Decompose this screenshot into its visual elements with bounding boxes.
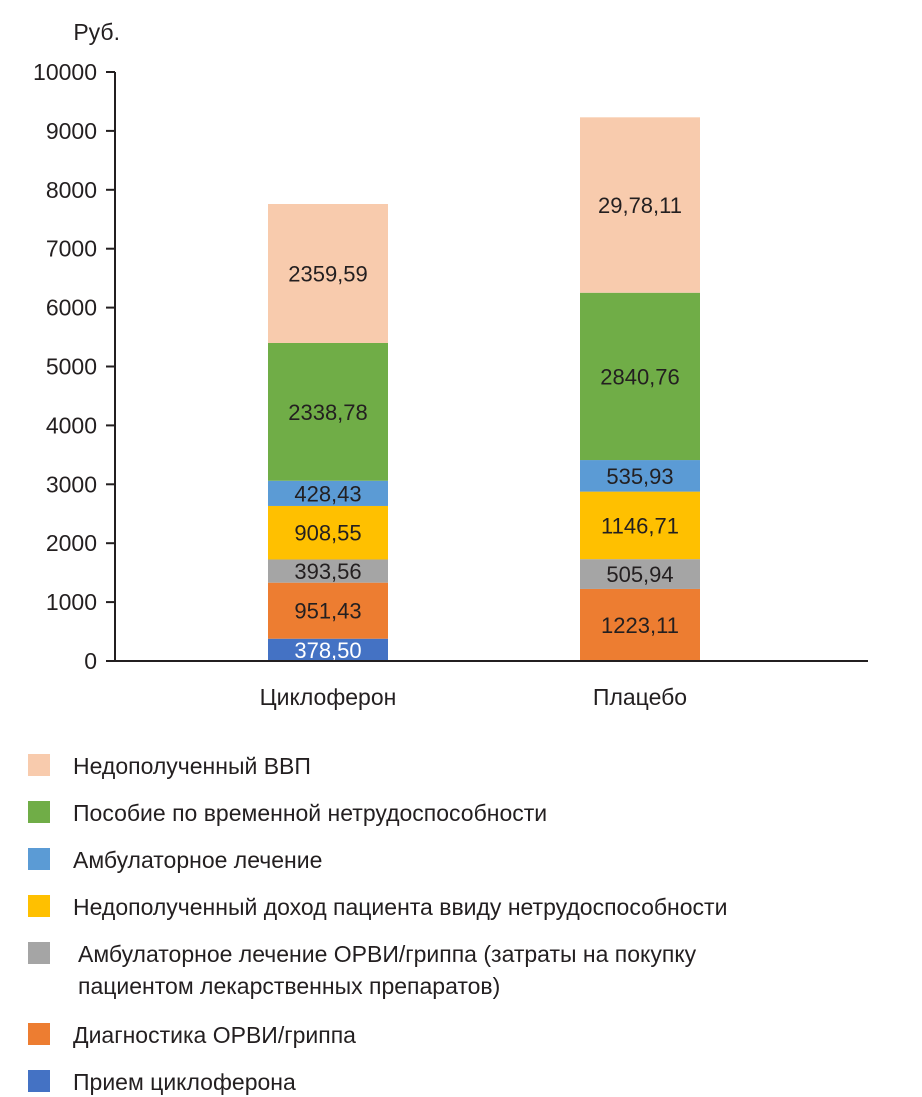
legend-label: пациентом лекарственных препаратов) <box>78 973 500 999</box>
data-label: 505,94 <box>606 562 673 587</box>
y-tick-label: 4000 <box>46 412 97 438</box>
bar-segment <box>268 505 388 560</box>
legend-swatch <box>28 754 50 776</box>
data-label: 2359,59 <box>288 261 368 286</box>
y-tick-label: 9000 <box>46 118 97 144</box>
data-label: 393,56 <box>294 559 361 584</box>
data-label: 29,78,11 <box>598 193 682 218</box>
y-tick-label: 2000 <box>46 530 97 556</box>
legend-swatch <box>28 1070 50 1092</box>
legend-label: Пособие по временной нетрудоспособности <box>73 800 547 826</box>
bar-segment <box>580 460 700 492</box>
legend-label: Амбулаторное лечение ОРВИ/гриппа (затрат… <box>78 941 697 967</box>
x-tick-label: Циклоферон <box>260 684 397 710</box>
bar-segment <box>268 480 388 506</box>
x-tick-label: Плацебо <box>593 684 687 710</box>
data-label: 2338,78 <box>288 400 368 425</box>
data-label: 951,43 <box>294 599 361 624</box>
legend-label: Прием циклоферона <box>73 1069 296 1095</box>
y-tick-label: 8000 <box>46 177 97 203</box>
legend-swatch <box>28 942 50 964</box>
legend-label: Амбулаторное лечение <box>73 847 322 873</box>
data-label: 908,55 <box>294 521 361 546</box>
bar-segment <box>580 559 700 589</box>
legend-swatch <box>28 895 50 917</box>
data-label: 1223,11 <box>601 613 679 638</box>
bar-segment <box>268 204 388 343</box>
legend-label: Недополученный доход пациента ввиду нетр… <box>73 894 727 920</box>
y-tick-label: 0 <box>84 648 97 674</box>
bar-segment <box>580 588 700 661</box>
legend-swatch <box>28 801 50 823</box>
bar-segment <box>268 638 388 661</box>
bar-segment <box>268 582 388 639</box>
data-label: 2840,76 <box>600 364 680 389</box>
bar-segment <box>268 559 388 583</box>
data-label: 428,43 <box>294 481 361 506</box>
bar-segment <box>268 342 388 481</box>
legend-label: Недополученный ВВП <box>73 753 311 779</box>
y-tick-label: 1000 <box>46 589 97 615</box>
y-axis-label: Руб. <box>73 19 120 45</box>
data-label: 378,50 <box>294 638 361 663</box>
legend-swatch <box>28 848 50 870</box>
y-tick-label: 10000 <box>33 59 97 85</box>
y-tick-label: 6000 <box>46 295 97 321</box>
legend-swatch <box>28 1023 50 1045</box>
bar-segment <box>580 491 700 560</box>
legend-label: Диагностика ОРВИ/гриппа <box>73 1022 356 1048</box>
bar-segment <box>580 292 700 461</box>
y-tick-label: 5000 <box>46 354 97 380</box>
y-tick-label: 3000 <box>46 471 97 497</box>
y-tick-label: 7000 <box>46 236 97 262</box>
bar-segment <box>580 117 700 293</box>
data-label: 535,93 <box>606 464 673 489</box>
data-label: 1146,71 <box>601 513 679 538</box>
